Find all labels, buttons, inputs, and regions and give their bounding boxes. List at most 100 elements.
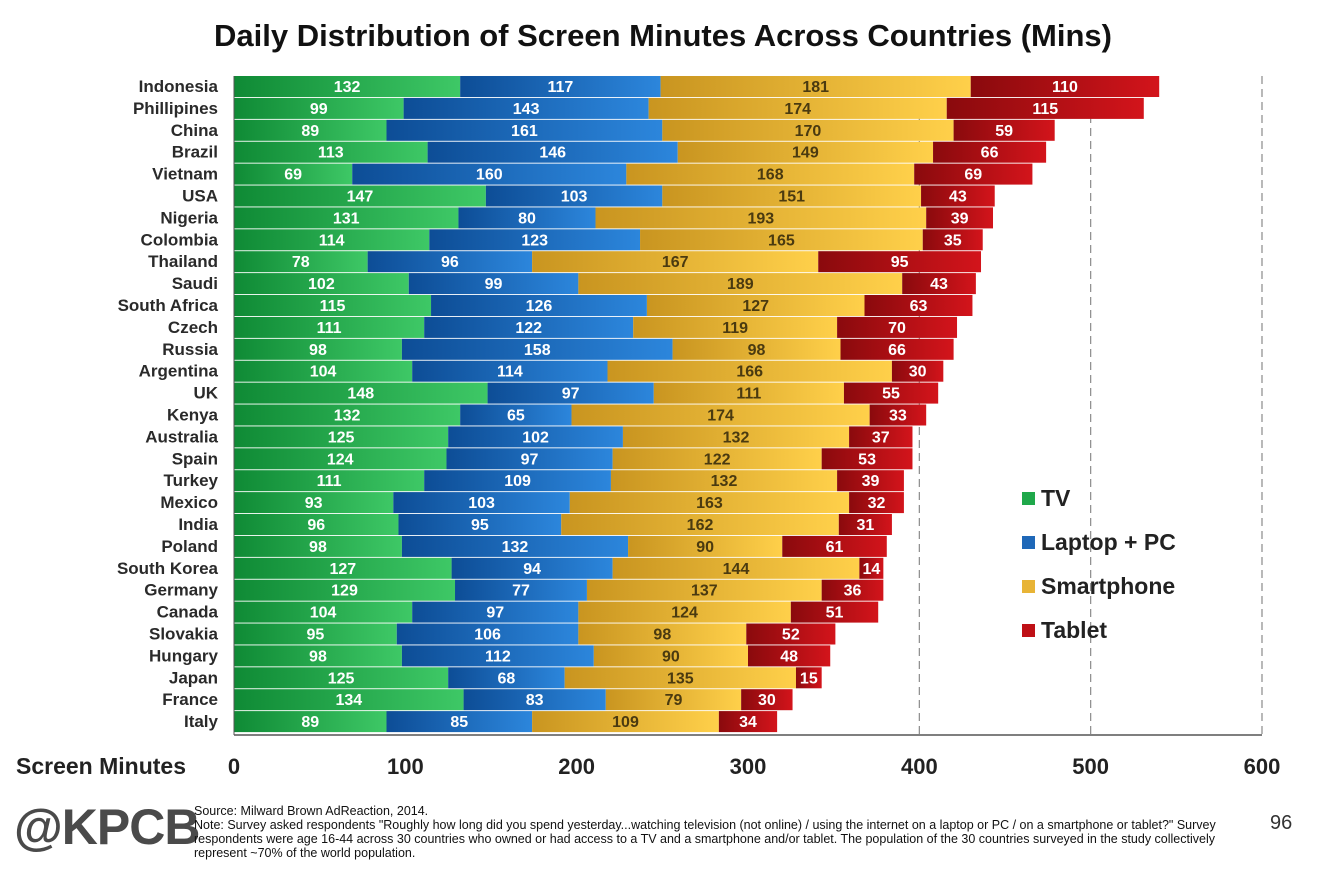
category-label: South Korea — [117, 559, 219, 578]
data-label: 34 — [739, 714, 757, 731]
data-label: 78 — [292, 254, 310, 271]
legend-item: Tablet — [1022, 608, 1176, 652]
bar-smartphone — [612, 557, 860, 579]
data-label: 149 — [792, 145, 819, 162]
bar-laptop-pc — [446, 448, 613, 470]
data-label: 168 — [757, 167, 784, 184]
data-label: 98 — [748, 342, 766, 359]
bar-tablet — [914, 163, 1033, 185]
data-label: 85 — [450, 714, 468, 731]
data-label: 96 — [307, 517, 325, 534]
bar-laptop-pc — [458, 207, 596, 229]
bar-laptop-pc — [460, 76, 661, 97]
category-label: Turkey — [164, 471, 219, 490]
data-label: 127 — [742, 298, 769, 315]
data-label: 143 — [513, 101, 540, 118]
data-label: 99 — [485, 276, 503, 293]
data-label: 95 — [306, 627, 324, 644]
data-label: 66 — [981, 145, 999, 162]
data-label: 77 — [512, 583, 530, 600]
data-label: 39 — [862, 473, 880, 490]
bar-tablet — [818, 251, 982, 273]
bar-smartphone — [593, 645, 748, 667]
bar-smartphone — [578, 623, 747, 645]
data-label: 115 — [1032, 101, 1058, 118]
note-text: Note: Survey asked respondents "Roughly … — [194, 818, 1216, 860]
data-label: 158 — [524, 342, 551, 359]
bar-tablet — [840, 338, 954, 360]
bar-laptop-pc — [408, 273, 579, 295]
category-label: Hungary — [149, 646, 219, 665]
data-label: 125 — [328, 429, 355, 446]
data-label: 144 — [723, 561, 750, 578]
bar-tv — [234, 273, 409, 295]
data-label: 124 — [327, 451, 354, 468]
bar-laptop-pc — [367, 251, 533, 273]
category-label: Saudi — [172, 274, 218, 293]
footnote: Source: Milward Brown AdReaction, 2014. … — [194, 804, 1224, 860]
data-label: 109 — [504, 473, 531, 490]
data-label: 137 — [691, 583, 718, 600]
data-label: 63 — [910, 298, 928, 315]
x-tick-label: 300 — [730, 754, 767, 779]
bar-tablet — [922, 229, 983, 251]
data-label: 15 — [800, 670, 818, 687]
bar-smartphone — [662, 185, 922, 207]
bar-smartphone — [612, 448, 822, 470]
bar-tablet — [902, 273, 976, 295]
data-label: 93 — [305, 495, 323, 512]
bar-tv — [234, 229, 430, 251]
data-label: 69 — [284, 167, 302, 184]
bar-tablet — [869, 404, 927, 426]
bar-tv — [234, 601, 413, 623]
data-label: 89 — [301, 123, 319, 140]
data-label: 98 — [653, 627, 671, 644]
bar-tablet — [859, 557, 884, 579]
legend-swatch — [1022, 579, 1035, 593]
data-label: 94 — [523, 561, 541, 578]
bar-tv — [234, 535, 402, 557]
data-label: 174 — [707, 408, 734, 425]
data-label: 134 — [335, 692, 362, 709]
bar-tv — [234, 492, 394, 514]
category-label: Spain — [172, 449, 218, 468]
category-label: Italy — [184, 712, 219, 731]
bar-smartphone — [578, 601, 791, 623]
data-label: 37 — [872, 429, 890, 446]
data-label: 161 — [511, 123, 538, 140]
bar-tablet — [838, 514, 892, 535]
data-label: 135 — [667, 670, 694, 687]
bar-laptop-pc — [448, 667, 565, 689]
legend-swatch — [1022, 535, 1035, 549]
data-label: 113 — [318, 145, 344, 162]
data-label: 166 — [736, 364, 763, 381]
x-tick-label: 200 — [558, 754, 595, 779]
bar-smartphone — [586, 579, 822, 601]
data-label: 79 — [665, 692, 683, 709]
legend-swatch — [1022, 491, 1035, 505]
bar-tv — [234, 623, 397, 645]
bar-smartphone — [648, 97, 947, 119]
bar-smartphone — [532, 711, 719, 733]
bar-tablet — [837, 316, 958, 338]
legend-item: TV — [1022, 476, 1176, 520]
bar-tablet — [926, 207, 994, 229]
data-label: 33 — [889, 408, 907, 425]
bar-smartphone — [564, 667, 796, 689]
bar-tv — [234, 207, 459, 229]
data-label: 162 — [687, 517, 714, 534]
bar-tv — [234, 295, 432, 316]
bar-tablet — [718, 711, 778, 733]
bar-laptop-pc — [431, 295, 647, 316]
bar-laptop-pc — [487, 382, 654, 404]
bar-laptop-pc — [424, 470, 611, 492]
bar-tv — [234, 76, 461, 97]
data-label: 132 — [334, 408, 361, 425]
data-label: 98 — [309, 648, 327, 665]
data-label: 102 — [522, 429, 549, 446]
category-label: Poland — [161, 537, 218, 556]
x-tick-label: 100 — [387, 754, 424, 779]
legend-label: Laptop + PC — [1041, 528, 1176, 555]
bar-smartphone — [677, 141, 934, 163]
